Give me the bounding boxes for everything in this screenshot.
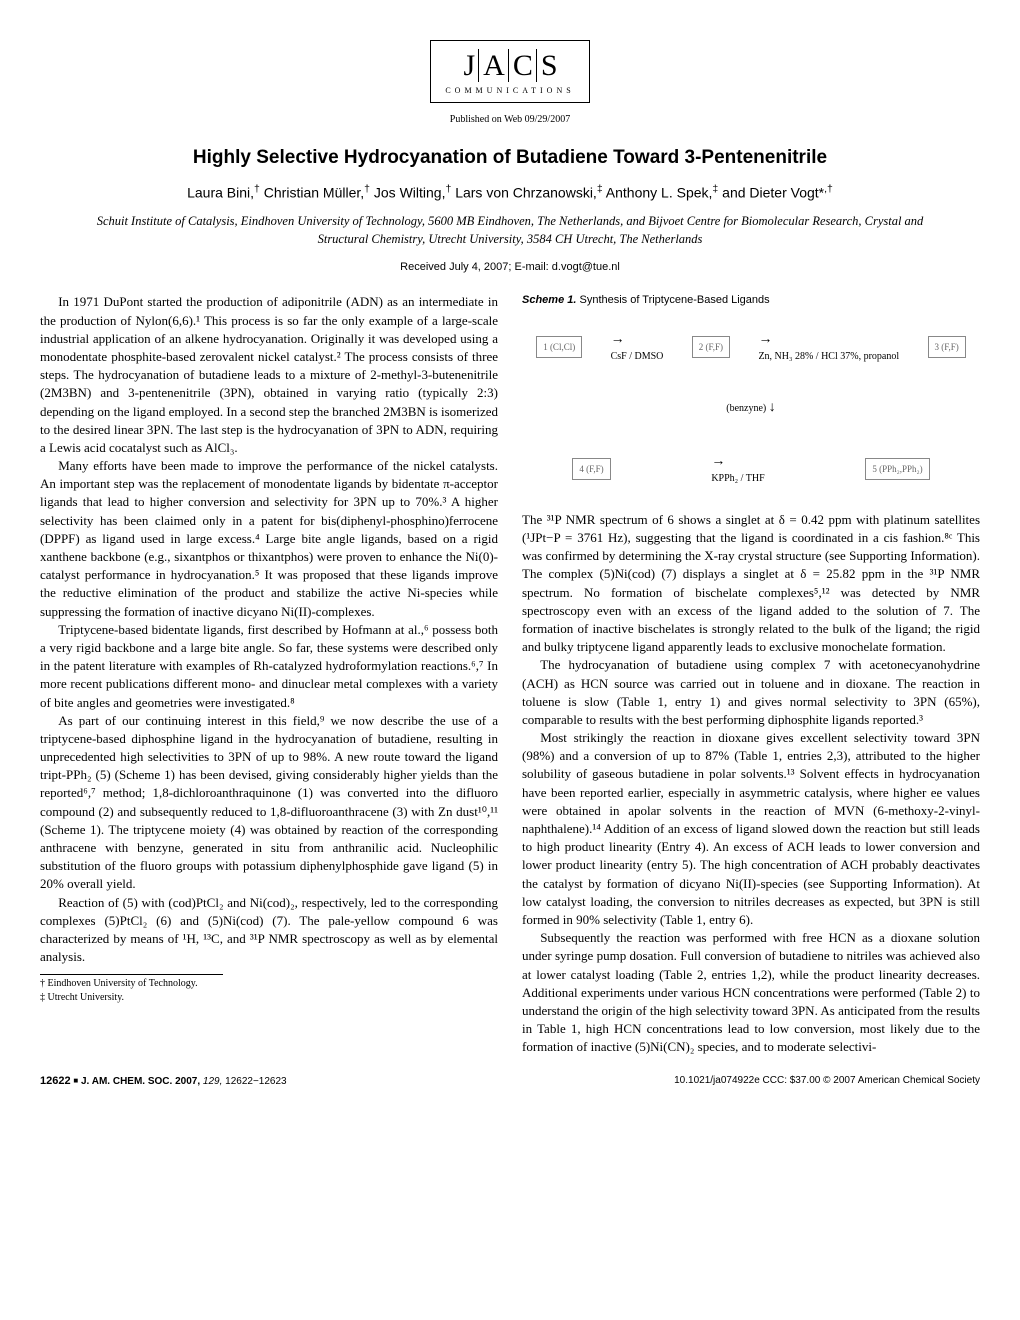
footnote-rule: [40, 974, 223, 975]
molecule-1: 1 (Cl,Cl): [536, 336, 582, 359]
page-footer: 12622 ■ J. AM. CHEM. SOC. 2007, 129, 126…: [40, 1074, 980, 1089]
para-1: In 1971 DuPont started the production of…: [40, 293, 498, 457]
molecule-5: 5 (PPh₂,PPh₂): [865, 458, 929, 481]
page-number: 12622: [40, 1075, 71, 1087]
received-line: Received July 4, 2007; E-mail: d.vogt@tu…: [40, 260, 980, 275]
affiliation: Schuit Institute of Catalysis, Eindhoven…: [90, 213, 930, 248]
scheme-label-text: Synthesis of Triptycene-Based Ligands: [579, 294, 769, 306]
para-r4: Subsequently the reaction was performed …: [522, 929, 980, 1056]
para-r1: The ³¹P NMR spectrum of 6 shows a single…: [522, 511, 980, 657]
para-r3: Most strikingly the reaction in dioxane …: [522, 729, 980, 929]
article-title: Highly Selective Hydrocyanation of Butad…: [40, 145, 980, 172]
benzyne-arrow: (benzyne) ↓: [726, 398, 775, 418]
publication-date: Published on Web 09/29/2007: [40, 113, 980, 127]
para-4: As part of our continuing interest in th…: [40, 712, 498, 894]
molecule-3: 3 (F,F): [928, 336, 966, 359]
scheme-diagram: 1 (Cl,Cl) →CsF / DMSO 2 (F,F) →Zn, NH₃ 2…: [522, 313, 980, 503]
scheme-1: Scheme 1. Synthesis of Triptycene-Based …: [522, 293, 980, 502]
body-columns: In 1971 DuPont started the production of…: [40, 293, 980, 1056]
authors-line: Laura Bini,† Christian Müller,† Jos Wilt…: [40, 182, 980, 203]
para-2: Many efforts have been made to improve t…: [40, 457, 498, 621]
journal-cite: J. AM. CHEM. SOC. 2007, 129, 12622−12623: [81, 1076, 287, 1087]
molecule-4: 4 (F,F): [572, 458, 610, 481]
footnote-1: † Eindhoven University of Technology.: [40, 977, 498, 991]
logo-subtitle: COMMUNICATIONS: [445, 85, 574, 96]
reagent-3: →KPPh₂ / THF: [711, 452, 764, 486]
scheme-label-num: Scheme 1.: [522, 294, 576, 306]
molecule-2: 2 (F,F): [692, 336, 730, 359]
para-3: Triptycene-based bidentate ligands, firs…: [40, 621, 498, 712]
doi-copyright: 10.1021/ja074922e CCC: $37.00 © 2007 Ame…: [674, 1074, 980, 1089]
reagent-2: →Zn, NH₃ 28% / HCl 37%, propanol: [758, 330, 899, 364]
para-r2: The hydrocyanation of butadiene using co…: [522, 656, 980, 729]
footnote-2: ‡ Utrecht University.: [40, 991, 498, 1005]
para-5: Reaction of (5) with (cod)PtCl₂ and Ni(c…: [40, 894, 498, 967]
journal-logo: JACS COMMUNICATIONS: [40, 40, 980, 103]
reagent-1: →CsF / DMSO: [611, 330, 664, 364]
